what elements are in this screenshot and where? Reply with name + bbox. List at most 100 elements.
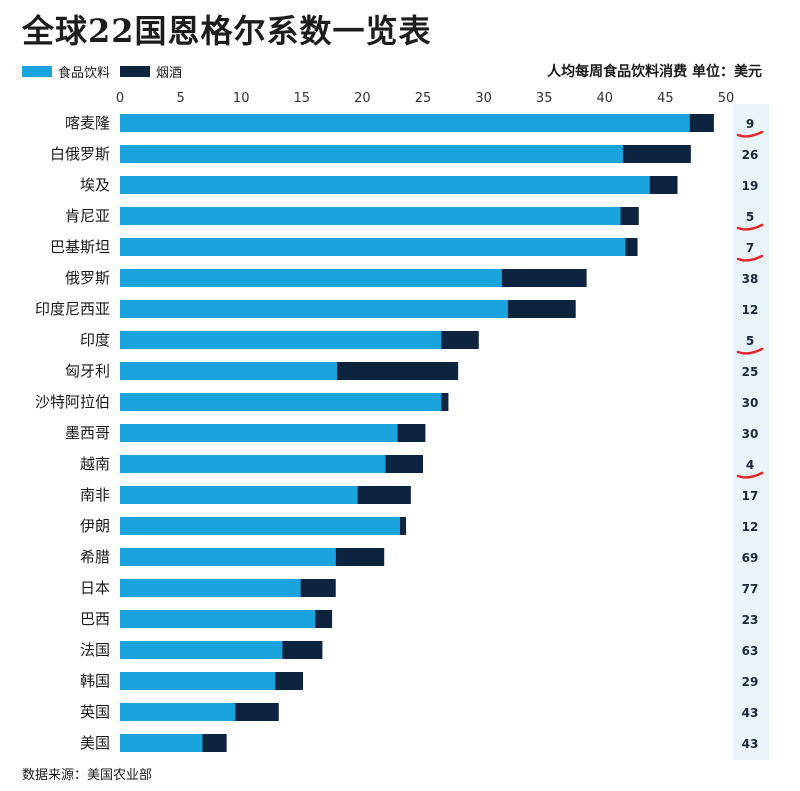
red-underline-mark [736, 471, 764, 479]
bar-food [120, 207, 621, 225]
bar-tobacco [282, 641, 323, 659]
side-value: 5 [746, 334, 754, 348]
data-source: 数据来源：美国农业部 [22, 768, 153, 783]
legend-item-tobacco: 烟酒 [120, 62, 182, 81]
side-value: 43 [742, 706, 759, 720]
category-label: 伊朗 [80, 517, 110, 535]
bar-food [120, 672, 276, 690]
bar-food [120, 238, 626, 256]
bar-tobacco [315, 610, 333, 628]
x-tick-label: 30 [475, 91, 492, 106]
category-label: 日本 [80, 579, 110, 597]
unit-note: 人均每周食品饮料消费 单位：美元 [547, 64, 762, 80]
bar-food [120, 486, 358, 504]
x-tick-label: 40 [597, 91, 614, 106]
category-label: 越南 [80, 455, 110, 473]
x-tick-label: 0 [116, 91, 124, 106]
bar-food [120, 145, 623, 163]
side-value: 77 [742, 582, 759, 596]
bar-tobacco [335, 548, 385, 566]
category-label: 英国 [80, 703, 110, 721]
x-tick-label: 5 [176, 91, 184, 106]
x-tick-label: 50 [718, 91, 735, 106]
legend: 食品饮料 烟酒 [22, 62, 192, 81]
category-label: 希腊 [80, 548, 110, 566]
side-value: 30 [742, 427, 759, 441]
category-label: 肯尼亚 [65, 207, 110, 225]
bar-tobacco [441, 331, 479, 349]
category-label: 喀麦隆 [65, 114, 110, 132]
category-label: 印度 [80, 331, 110, 349]
bar-food [120, 579, 301, 597]
bar-tobacco [300, 579, 336, 597]
bar-food [120, 424, 398, 442]
category-label: 俄罗斯 [65, 269, 110, 287]
category-label: 巴基斯坦 [50, 238, 110, 256]
category-label: 沙特阿拉伯 [35, 393, 110, 411]
bar-tobacco [397, 424, 426, 442]
side-value: 5 [746, 210, 754, 224]
side-value: 23 [742, 613, 759, 627]
category-label: 墨西哥 [65, 424, 110, 442]
bar-food [120, 548, 336, 566]
bar-food [120, 517, 400, 535]
legend-swatch-tobacco [120, 66, 151, 77]
legend-label-tobacco: 烟酒 [156, 66, 183, 81]
red-underline-mark [736, 130, 764, 138]
bar-food [120, 269, 502, 287]
category-label: 白俄罗斯 [50, 145, 110, 163]
side-value: 19 [742, 179, 759, 193]
side-value: 30 [742, 396, 759, 410]
legend-swatch-food [22, 66, 52, 77]
category-label: 美国 [80, 734, 110, 752]
category-label: 印度尼西亚 [35, 300, 110, 318]
x-tick-label: 35 [536, 91, 553, 106]
side-value: 12 [742, 303, 759, 317]
bar-food [120, 362, 337, 380]
bar-tobacco [620, 207, 639, 225]
bar-food [120, 610, 316, 628]
bar-tobacco [689, 114, 714, 132]
bar-tobacco [275, 672, 304, 690]
category-label: 匈牙利 [65, 362, 110, 380]
side-value: 25 [742, 365, 759, 379]
side-value: 69 [742, 551, 759, 565]
x-tick-label: 20 [354, 91, 371, 106]
side-panel [733, 104, 769, 760]
x-tick-label: 45 [657, 91, 674, 106]
bar-tobacco [441, 393, 449, 411]
side-value: 29 [742, 675, 759, 689]
side-value: 43 [742, 737, 759, 751]
category-label: 南非 [80, 486, 110, 504]
x-tick-label: 10 [233, 91, 250, 106]
bar-food [120, 331, 442, 349]
side-value: 26 [742, 148, 759, 162]
bar-food [120, 641, 283, 659]
side-value: 12 [742, 520, 759, 534]
bar-tobacco [507, 300, 576, 318]
chart-title: 全球22国恩格尔系数一览表 [22, 12, 432, 50]
bar-tobacco [399, 517, 407, 535]
bar-food [120, 703, 236, 721]
bar-tobacco [235, 703, 279, 721]
bar-tobacco [336, 362, 459, 380]
bar-tobacco [649, 176, 678, 194]
category-label: 巴西 [80, 610, 110, 628]
x-tick-label: 15 [294, 91, 311, 106]
category-label: 法国 [80, 641, 110, 659]
bar-food [120, 114, 690, 132]
bar-food [120, 734, 203, 752]
legend-label-food: 食品饮料 [58, 66, 111, 81]
legend-item-food: 食品饮料 [22, 62, 110, 81]
bar-tobacco [385, 455, 423, 473]
red-underline-mark [736, 223, 764, 231]
bar-tobacco [622, 145, 691, 163]
side-value: 7 [746, 241, 754, 255]
bar-food [120, 176, 650, 194]
red-underline-mark [736, 347, 764, 355]
category-label: 韩国 [80, 672, 110, 690]
red-underline-mark [736, 254, 764, 262]
side-value: 63 [742, 644, 759, 658]
side-value: 9 [746, 117, 754, 131]
